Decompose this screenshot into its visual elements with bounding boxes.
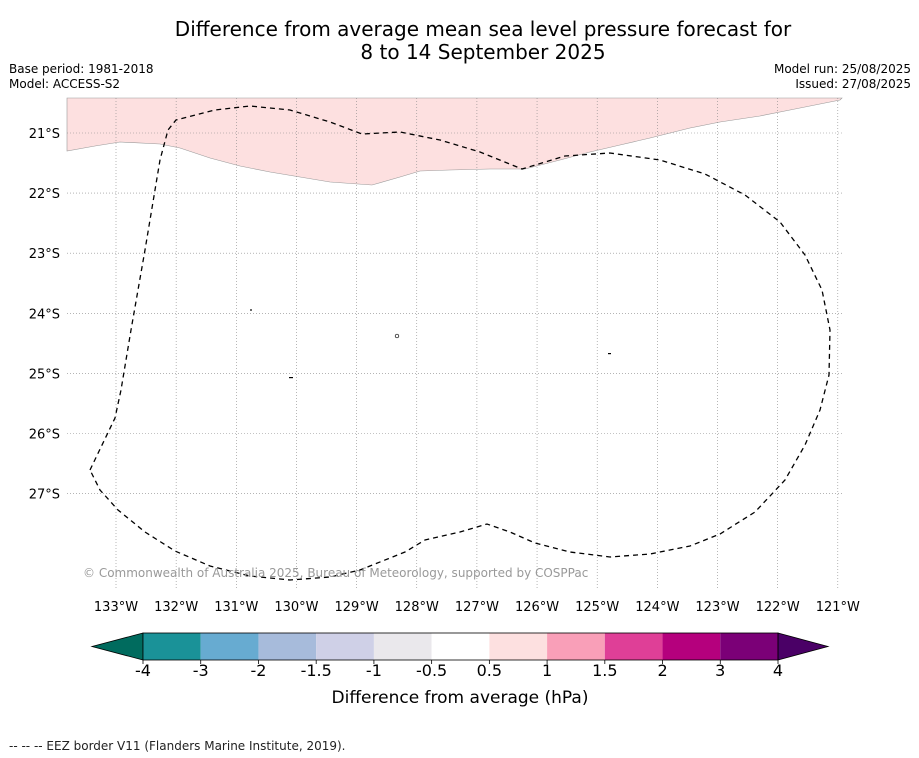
colorbar-segment: [373, 633, 432, 660]
title-line-1: Difference from average mean sea level p…: [174, 17, 792, 41]
graticule: [67, 98, 842, 590]
eez-border: [89, 105, 831, 581]
lon-label: 126°W: [515, 600, 559, 615]
colorbar-tick-label: 4: [773, 661, 783, 680]
colorbar-tick-label: 1: [542, 661, 552, 680]
lon-label: 122°W: [756, 600, 800, 615]
lon-label: 131°W: [214, 600, 258, 615]
lat-label: 21°S: [29, 127, 60, 142]
colorbar-segment: [143, 633, 201, 660]
colorbar-segment: [431, 633, 490, 660]
island-mark: [608, 353, 611, 355]
colorbar-label: Difference from average (hPa): [332, 688, 589, 708]
island-mark: [394, 333, 400, 339]
latitude-labels: 21°S 22°S 23°S 24°S 25°S 26°S 27°S: [29, 127, 60, 503]
colorbar-tick-label: 2: [657, 661, 667, 680]
meta-right: Model run: 25/08/2025 Issued: 27/08/2025: [774, 62, 911, 92]
colorbar-segment: [316, 633, 374, 660]
copyright-text: © Commonwealth of Australia 2025, Bureau…: [83, 566, 588, 580]
lon-label: 123°W: [695, 600, 739, 615]
lon-label: 121°W: [816, 600, 860, 615]
colorbar-tick-label: -1.5: [301, 661, 332, 680]
colorbar-tick-label: -2: [250, 661, 266, 680]
model-name: Model: ACCESS-S2: [9, 77, 121, 91]
lat-label: 25°S: [29, 367, 60, 382]
lon-label: 128°W: [395, 600, 439, 615]
lat-label: 24°S: [29, 307, 60, 322]
island-mark: [250, 309, 252, 311]
lon-label: 124°W: [635, 600, 679, 615]
colorbar-tick-label: 3: [715, 661, 725, 680]
lon-label: 133°W: [94, 600, 138, 615]
lon-label: 132°W: [154, 600, 198, 615]
lat-label: 27°S: [29, 488, 60, 503]
meta-left: Base period: 1981-2018 Model: ACCESS-S2: [9, 62, 154, 92]
colorbar-under-arrow: [90, 632, 144, 661]
lon-label: 125°W: [575, 600, 619, 615]
colorbar-tick-label: 1.5: [592, 661, 617, 680]
model-run: Model run: 25/08/2025: [773, 62, 911, 76]
chart-title: Difference from average mean sea level p…: [0, 18, 919, 64]
base-period: Base period: 1981-2018: [9, 62, 154, 76]
lon-label: 129°W: [335, 600, 379, 615]
colorbar-segment: [604, 633, 663, 660]
island-mark: [289, 377, 293, 379]
colorbar-segment: [720, 633, 778, 660]
colorbar-tick-label: 0.5: [477, 661, 502, 680]
colorbar-tick-label: -3: [193, 661, 209, 680]
lon-label: 130°W: [274, 600, 318, 615]
colorbar: [90, 632, 830, 661]
colorbar-over-arrow: [777, 632, 830, 661]
colorbar-tick-labels: -4 -3 -2 -1.5 -1 -0.5 0.5 1 1.5 2 3 4: [135, 660, 783, 680]
colorbar-tick-label: -0.5: [416, 661, 447, 680]
colorbar-segment: [200, 633, 259, 660]
colorbar-segment: [489, 633, 548, 660]
colorbar-segment: [547, 633, 605, 660]
issued-date: Issued: 27/08/2025: [795, 77, 911, 91]
eez-legend: -- -- -- EEZ border V11 (Flanders Marine…: [9, 739, 346, 753]
colorbar-tick-label: -1: [366, 661, 382, 680]
colorbar-segment: [258, 633, 317, 660]
lat-label: 22°S: [29, 187, 60, 202]
longitude-labels: 133°W 132°W 131°W 130°W 129°W 128°W 127°W 126°W…: [94, 600, 860, 615]
lat-label: 23°S: [29, 247, 60, 262]
lon-label: 127°W: [455, 600, 499, 615]
colorbar-tick-label: -4: [135, 661, 151, 680]
anomaly-region: [66, 97, 843, 186]
lat-label: 26°S: [29, 428, 60, 443]
title-line-2: 8 to 14 September 2025: [360, 40, 606, 64]
colorbar-segment: [662, 633, 721, 660]
colorbar-frame: [142, 632, 779, 661]
